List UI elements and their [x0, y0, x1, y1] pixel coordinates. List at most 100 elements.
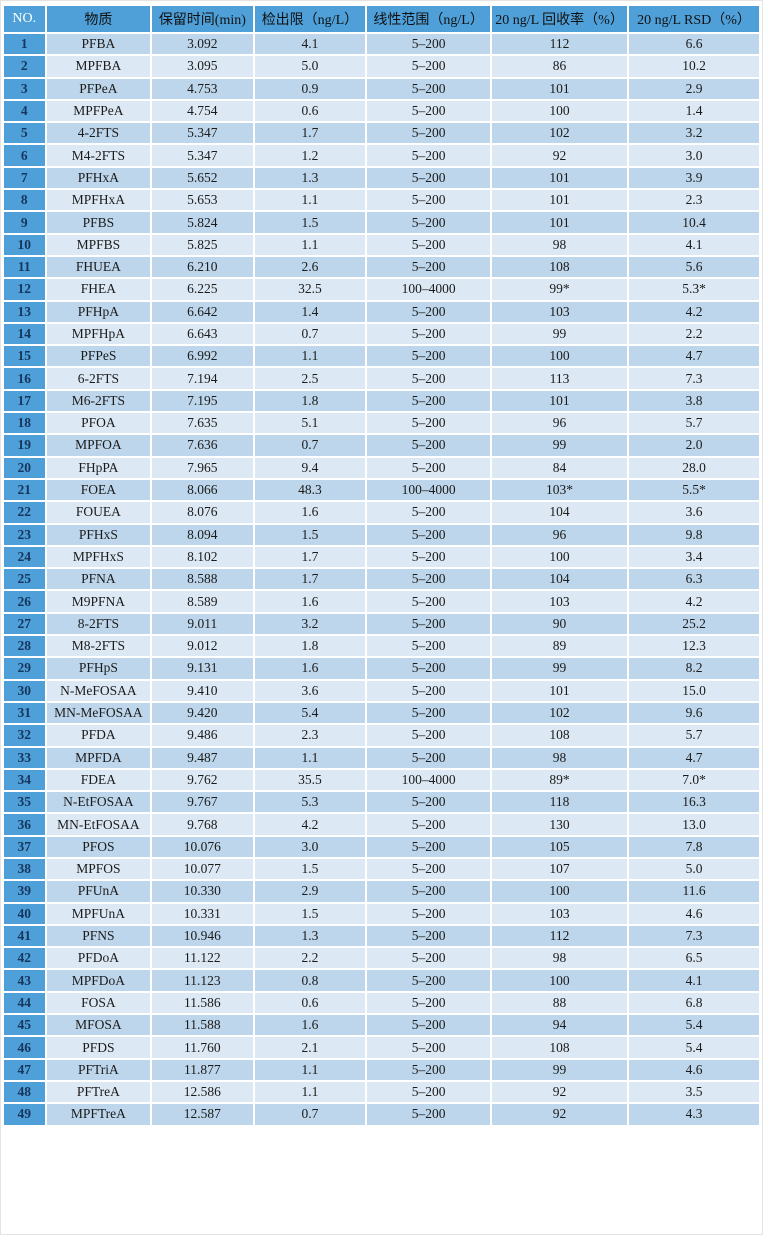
header-no: NO.	[4, 6, 45, 32]
cell-recovery: 99	[492, 1059, 628, 1080]
table-row: 47 PFTriA 11.877 1.1 5–200 99 4.6	[4, 1059, 759, 1080]
cell-rsd: 4.7	[629, 747, 759, 768]
cell-rsd: 2.3	[629, 190, 759, 211]
cell-linear_range: 5–200	[367, 56, 491, 77]
cell-no: 39	[4, 881, 45, 902]
cell-no: 48	[4, 1081, 45, 1103]
cell-retention_time: 8.102	[152, 546, 253, 568]
cell-retention_time: 11.588	[152, 1015, 253, 1036]
cell-no: 32	[4, 725, 45, 746]
cell-linear_range: 5–200	[367, 903, 491, 924]
cell-linear_range: 5–200	[367, 546, 491, 568]
cell-lod: 4.1	[254, 34, 366, 55]
cell-lod: 1.1	[254, 190, 366, 211]
cell-lod: 5.3	[254, 792, 366, 813]
cell-no: 38	[4, 858, 45, 880]
cell-lod: 1.5	[254, 212, 366, 233]
cell-retention_time: 5.347	[152, 123, 253, 144]
cell-lod: 1.1	[254, 1059, 366, 1080]
cell-rsd: 4.2	[629, 591, 759, 612]
cell-substance: 6-2FTS	[46, 368, 151, 389]
cell-linear_range: 5–200	[367, 1104, 491, 1125]
cell-retention_time: 8.076	[152, 502, 253, 523]
cell-recovery: 100	[492, 100, 628, 122]
cell-no: 20	[4, 457, 45, 478]
table-row: 14 MPFHpA 6.643 0.7 5–200 99 2.2	[4, 323, 759, 345]
table-row: 7 PFHxA 5.652 1.3 5–200 101 3.9	[4, 167, 759, 189]
table-row: 16 6-2FTS 7.194 2.5 5–200 113 7.3	[4, 368, 759, 389]
cell-lod: 3.2	[254, 613, 366, 635]
cell-lod: 1.5	[254, 524, 366, 545]
cell-rsd: 7.3	[629, 925, 759, 947]
cell-substance: MPFDoA	[46, 970, 151, 991]
cell-substance: PFUnA	[46, 881, 151, 902]
cell-rsd: 13.0	[629, 814, 759, 835]
cell-rsd: 4.2	[629, 301, 759, 322]
cell-no: 34	[4, 769, 45, 791]
cell-linear_range: 5–200	[367, 636, 491, 657]
table-row: 36 MN-EtFOSAA 9.768 4.2 5–200 130 13.0	[4, 814, 759, 835]
cell-substance: MN-EtFOSAA	[46, 814, 151, 835]
cell-no: 44	[4, 992, 45, 1014]
cell-substance: PFTriA	[46, 1059, 151, 1080]
cell-rsd: 28.0	[629, 457, 759, 478]
cell-substance: PFBA	[46, 34, 151, 55]
cell-no: 25	[4, 569, 45, 590]
cell-no: 7	[4, 167, 45, 189]
cell-linear_range: 5–200	[367, 145, 491, 166]
cell-retention_time: 10.331	[152, 903, 253, 924]
cell-recovery: 104	[492, 502, 628, 523]
cell-substance: PFDS	[46, 1037, 151, 1058]
cell-linear_range: 5–200	[367, 34, 491, 55]
cell-lod: 32.5	[254, 279, 366, 300]
table-row: 34 FDEA 9.762 35.5 100–4000 89* 7.0*	[4, 769, 759, 791]
header-linear_range: 线性范围（ng/L）	[367, 6, 491, 32]
cell-linear_range: 5–200	[367, 524, 491, 545]
cell-no: 1	[4, 34, 45, 55]
table-row: 2 MPFBA 3.095 5.0 5–200 86 10.2	[4, 56, 759, 77]
cell-retention_time: 9.410	[152, 680, 253, 701]
cell-retention_time: 6.642	[152, 301, 253, 322]
table-row: 12 FHEA 6.225 32.5 100–4000 99* 5.3*	[4, 279, 759, 300]
table-row: 42 PFDoA 11.122 2.2 5–200 98 6.5	[4, 948, 759, 969]
cell-lod: 1.8	[254, 636, 366, 657]
header-rsd: 20 ng/L RSD（%）	[629, 6, 759, 32]
cell-rsd: 5.7	[629, 725, 759, 746]
cell-lod: 2.3	[254, 725, 366, 746]
cell-recovery: 89*	[492, 769, 628, 791]
cell-recovery: 88	[492, 992, 628, 1014]
cell-substance: MPFHpA	[46, 323, 151, 345]
cell-rsd: 5.4	[629, 1037, 759, 1058]
cell-retention_time: 6.225	[152, 279, 253, 300]
cell-retention_time: 9.012	[152, 636, 253, 657]
cell-lod: 2.1	[254, 1037, 366, 1058]
cell-substance: PFDoA	[46, 948, 151, 969]
table-row: 31 MN-MeFOSAA 9.420 5.4 5–200 102 9.6	[4, 702, 759, 724]
cell-no: 37	[4, 836, 45, 857]
cell-no: 24	[4, 546, 45, 568]
cell-substance: PFBS	[46, 212, 151, 233]
cell-no: 43	[4, 970, 45, 991]
cell-substance: PFOS	[46, 836, 151, 857]
cell-no: 40	[4, 903, 45, 924]
table-row: 11 FHUEA 6.210 2.6 5–200 108 5.6	[4, 256, 759, 278]
cell-rsd: 9.6	[629, 702, 759, 724]
cell-rsd: 25.2	[629, 613, 759, 635]
cell-retention_time: 5.653	[152, 190, 253, 211]
cell-linear_range: 5–200	[367, 368, 491, 389]
cell-retention_time: 8.066	[152, 479, 253, 501]
cell-substance: N-MeFOSAA	[46, 680, 151, 701]
cell-retention_time: 7.635	[152, 413, 253, 434]
cell-lod: 0.7	[254, 1104, 366, 1125]
cell-recovery: 107	[492, 858, 628, 880]
cell-lod: 3.6	[254, 680, 366, 701]
table-row: 29 PFHpS 9.131 1.6 5–200 99 8.2	[4, 658, 759, 679]
cell-retention_time: 7.195	[152, 390, 253, 412]
cell-recovery: 101	[492, 212, 628, 233]
cell-recovery: 99	[492, 435, 628, 456]
analytes-table: NO. 物质 保留时间(min) 检出限（ng/L） 线性范围（ng/L） 20 ng/L…	[2, 4, 761, 1127]
table-row: 44 FOSA 11.586 0.6 5–200 88 6.8	[4, 992, 759, 1014]
cell-linear_range: 5–200	[367, 212, 491, 233]
cell-retention_time: 5.825	[152, 234, 253, 255]
